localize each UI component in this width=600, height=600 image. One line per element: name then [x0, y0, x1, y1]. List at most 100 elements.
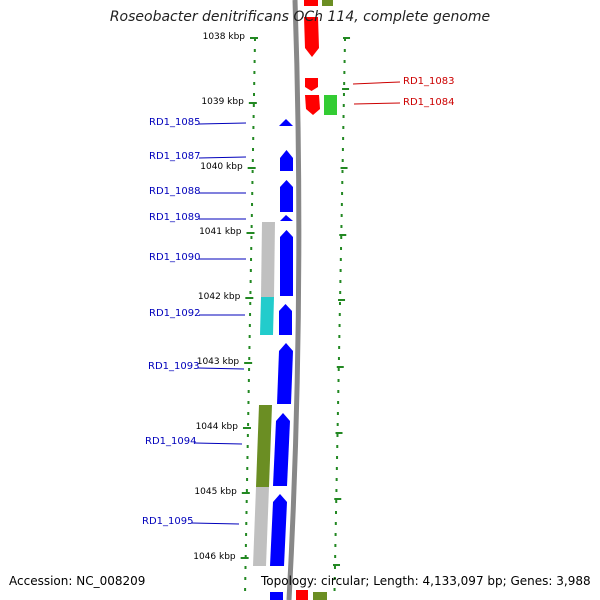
scale-dot-left: [253, 82, 256, 85]
scale-minor-tick: [333, 564, 341, 566]
gene-label-rd1-1094[interactable]: RD1_1094: [145, 436, 197, 447]
scale-dot-left: [248, 324, 251, 327]
gene-label-rd1-1090[interactable]: RD1_1090: [149, 252, 201, 263]
scale-tick-label: 1038 kbp: [202, 32, 245, 42]
scale-dot-left: [250, 258, 253, 261]
scale-minor-tick: [338, 299, 346, 301]
scale-dot-left: [246, 456, 249, 459]
scale-dot-right: [337, 401, 340, 404]
scale-minor-tick: [339, 234, 347, 236]
scale-tick-label: 1041 kbp: [199, 227, 242, 237]
scale-dot-right: [338, 335, 341, 338]
gene-arrow-rd1-1089: [280, 215, 293, 221]
scale-tick-label: 1045 kbp: [194, 487, 237, 497]
scale-dot-right: [339, 280, 342, 283]
gene-arrow-rd1-1088: [280, 180, 293, 212]
gene-label-rd1-1083[interactable]: RD1_1083: [403, 76, 455, 87]
scale-dot-left: [251, 192, 254, 195]
gene-label-rd1-1088[interactable]: RD1_1088: [149, 186, 201, 197]
scale-dot-left: [250, 247, 253, 250]
scale-major-tick: [246, 232, 255, 234]
scale-dot-right: [343, 49, 346, 52]
gene-leader-line: [353, 102, 401, 105]
scale-dot-right: [340, 236, 343, 239]
gene-leader-line: [197, 367, 245, 370]
scale-dot-left: [249, 269, 252, 272]
scale-dot-left: [253, 49, 256, 52]
scale-dot-right: [344, 38, 346, 41]
cog-bar-gray: [261, 222, 275, 297]
scale-dot-left: [244, 555, 247, 558]
scale-dot-left: [245, 511, 248, 514]
gene-label-rd1-1084[interactable]: RD1_1084: [403, 97, 455, 108]
scale-dot-right: [341, 159, 344, 162]
scale-dot-right: [336, 412, 339, 415]
scale-dot-right: [338, 313, 341, 316]
scale-dot-left: [253, 60, 256, 63]
scale-dot-left: [249, 291, 252, 294]
scale-dot-left: [250, 236, 253, 239]
scale-dot-left: [247, 379, 250, 382]
scale-dot-left: [251, 159, 254, 162]
scale-major-tick: [248, 102, 257, 104]
scale-dot-left: [250, 214, 253, 217]
gene-label-rd1-1085[interactable]: RD1_1085: [149, 117, 201, 128]
scale-minor-tick: [340, 167, 348, 169]
scale-dot-right: [339, 291, 342, 294]
scale-dot-left: [253, 93, 256, 96]
scale-tick-label: 1043 kbp: [196, 357, 240, 367]
genome-summary-text: Topology: circular; Length: 4,133,097 bp…: [261, 574, 591, 588]
scale-dot-right: [337, 390, 340, 393]
scale-dot-right: [339, 269, 342, 272]
gene-arrow-bottom: [296, 590, 308, 600]
cog-bar-olive-top: [322, 0, 333, 6]
gene-label-rd1-1093[interactable]: RD1_1093: [148, 361, 200, 372]
scale-minor-tick: [342, 88, 350, 90]
scale-dot-left: [245, 522, 248, 525]
gene-arrow-partial: [270, 592, 283, 600]
gene-arrow-top-2: [304, 17, 319, 57]
cog-bar-green: [324, 95, 337, 115]
scale-dot-right: [337, 357, 340, 360]
scale-dot-left: [248, 346, 251, 349]
scale-dot-left: [252, 104, 255, 107]
gene-leader-line: [198, 156, 247, 159]
scale-dot-right: [343, 82, 346, 85]
scale-dot-right: [340, 247, 343, 250]
scale-dot-left: [248, 335, 251, 338]
gene-label-rd1-1089[interactable]: RD1_1089: [149, 212, 201, 223]
cog-bar-cyan: [260, 297, 274, 335]
scale-dot-right: [342, 104, 345, 107]
gene-label-rd1-1092[interactable]: RD1_1092: [149, 308, 201, 319]
scale-dot-right: [340, 203, 343, 206]
gene-label-rd1-1087[interactable]: RD1_1087: [149, 151, 201, 162]
scale-dot-right: [339, 258, 342, 261]
scale-tick-label: 1044 kbp: [195, 422, 238, 432]
scale-major-tick: [250, 37, 258, 39]
scale-major-tick: [245, 297, 254, 299]
gene-arrow-rd1-1090: [280, 230, 293, 296]
scale-dot-left: [253, 71, 256, 74]
gene-arrow-rd1-1095: [270, 494, 287, 566]
gene-arrow-top: [304, 0, 318, 6]
scale-dot-right: [337, 379, 340, 382]
scale-dot-left: [247, 423, 250, 426]
cog-bar-olive-bottom: [313, 592, 327, 600]
scale-dot-left: [244, 577, 247, 580]
gene-leader-line: [352, 81, 401, 85]
scale-dot-right: [336, 445, 339, 448]
scale-dot-right: [333, 566, 336, 569]
scale-dot-right: [340, 225, 343, 228]
scale-dot-left: [249, 313, 252, 316]
scale-dot-left: [251, 181, 254, 184]
scale-dot-left: [246, 434, 249, 437]
scale-dot-right: [338, 324, 341, 327]
scale-dot-left: [248, 368, 251, 371]
gene-arrow-rd1-1087: [280, 150, 293, 171]
scale-dot-right: [341, 192, 344, 195]
scale-minor-tick: [336, 366, 344, 368]
scale-dot-right: [335, 500, 338, 503]
scale-dot-right: [341, 148, 344, 151]
cog-bar-olive: [256, 405, 272, 487]
gene-label-rd1-1095[interactable]: RD1_1095: [142, 516, 194, 527]
